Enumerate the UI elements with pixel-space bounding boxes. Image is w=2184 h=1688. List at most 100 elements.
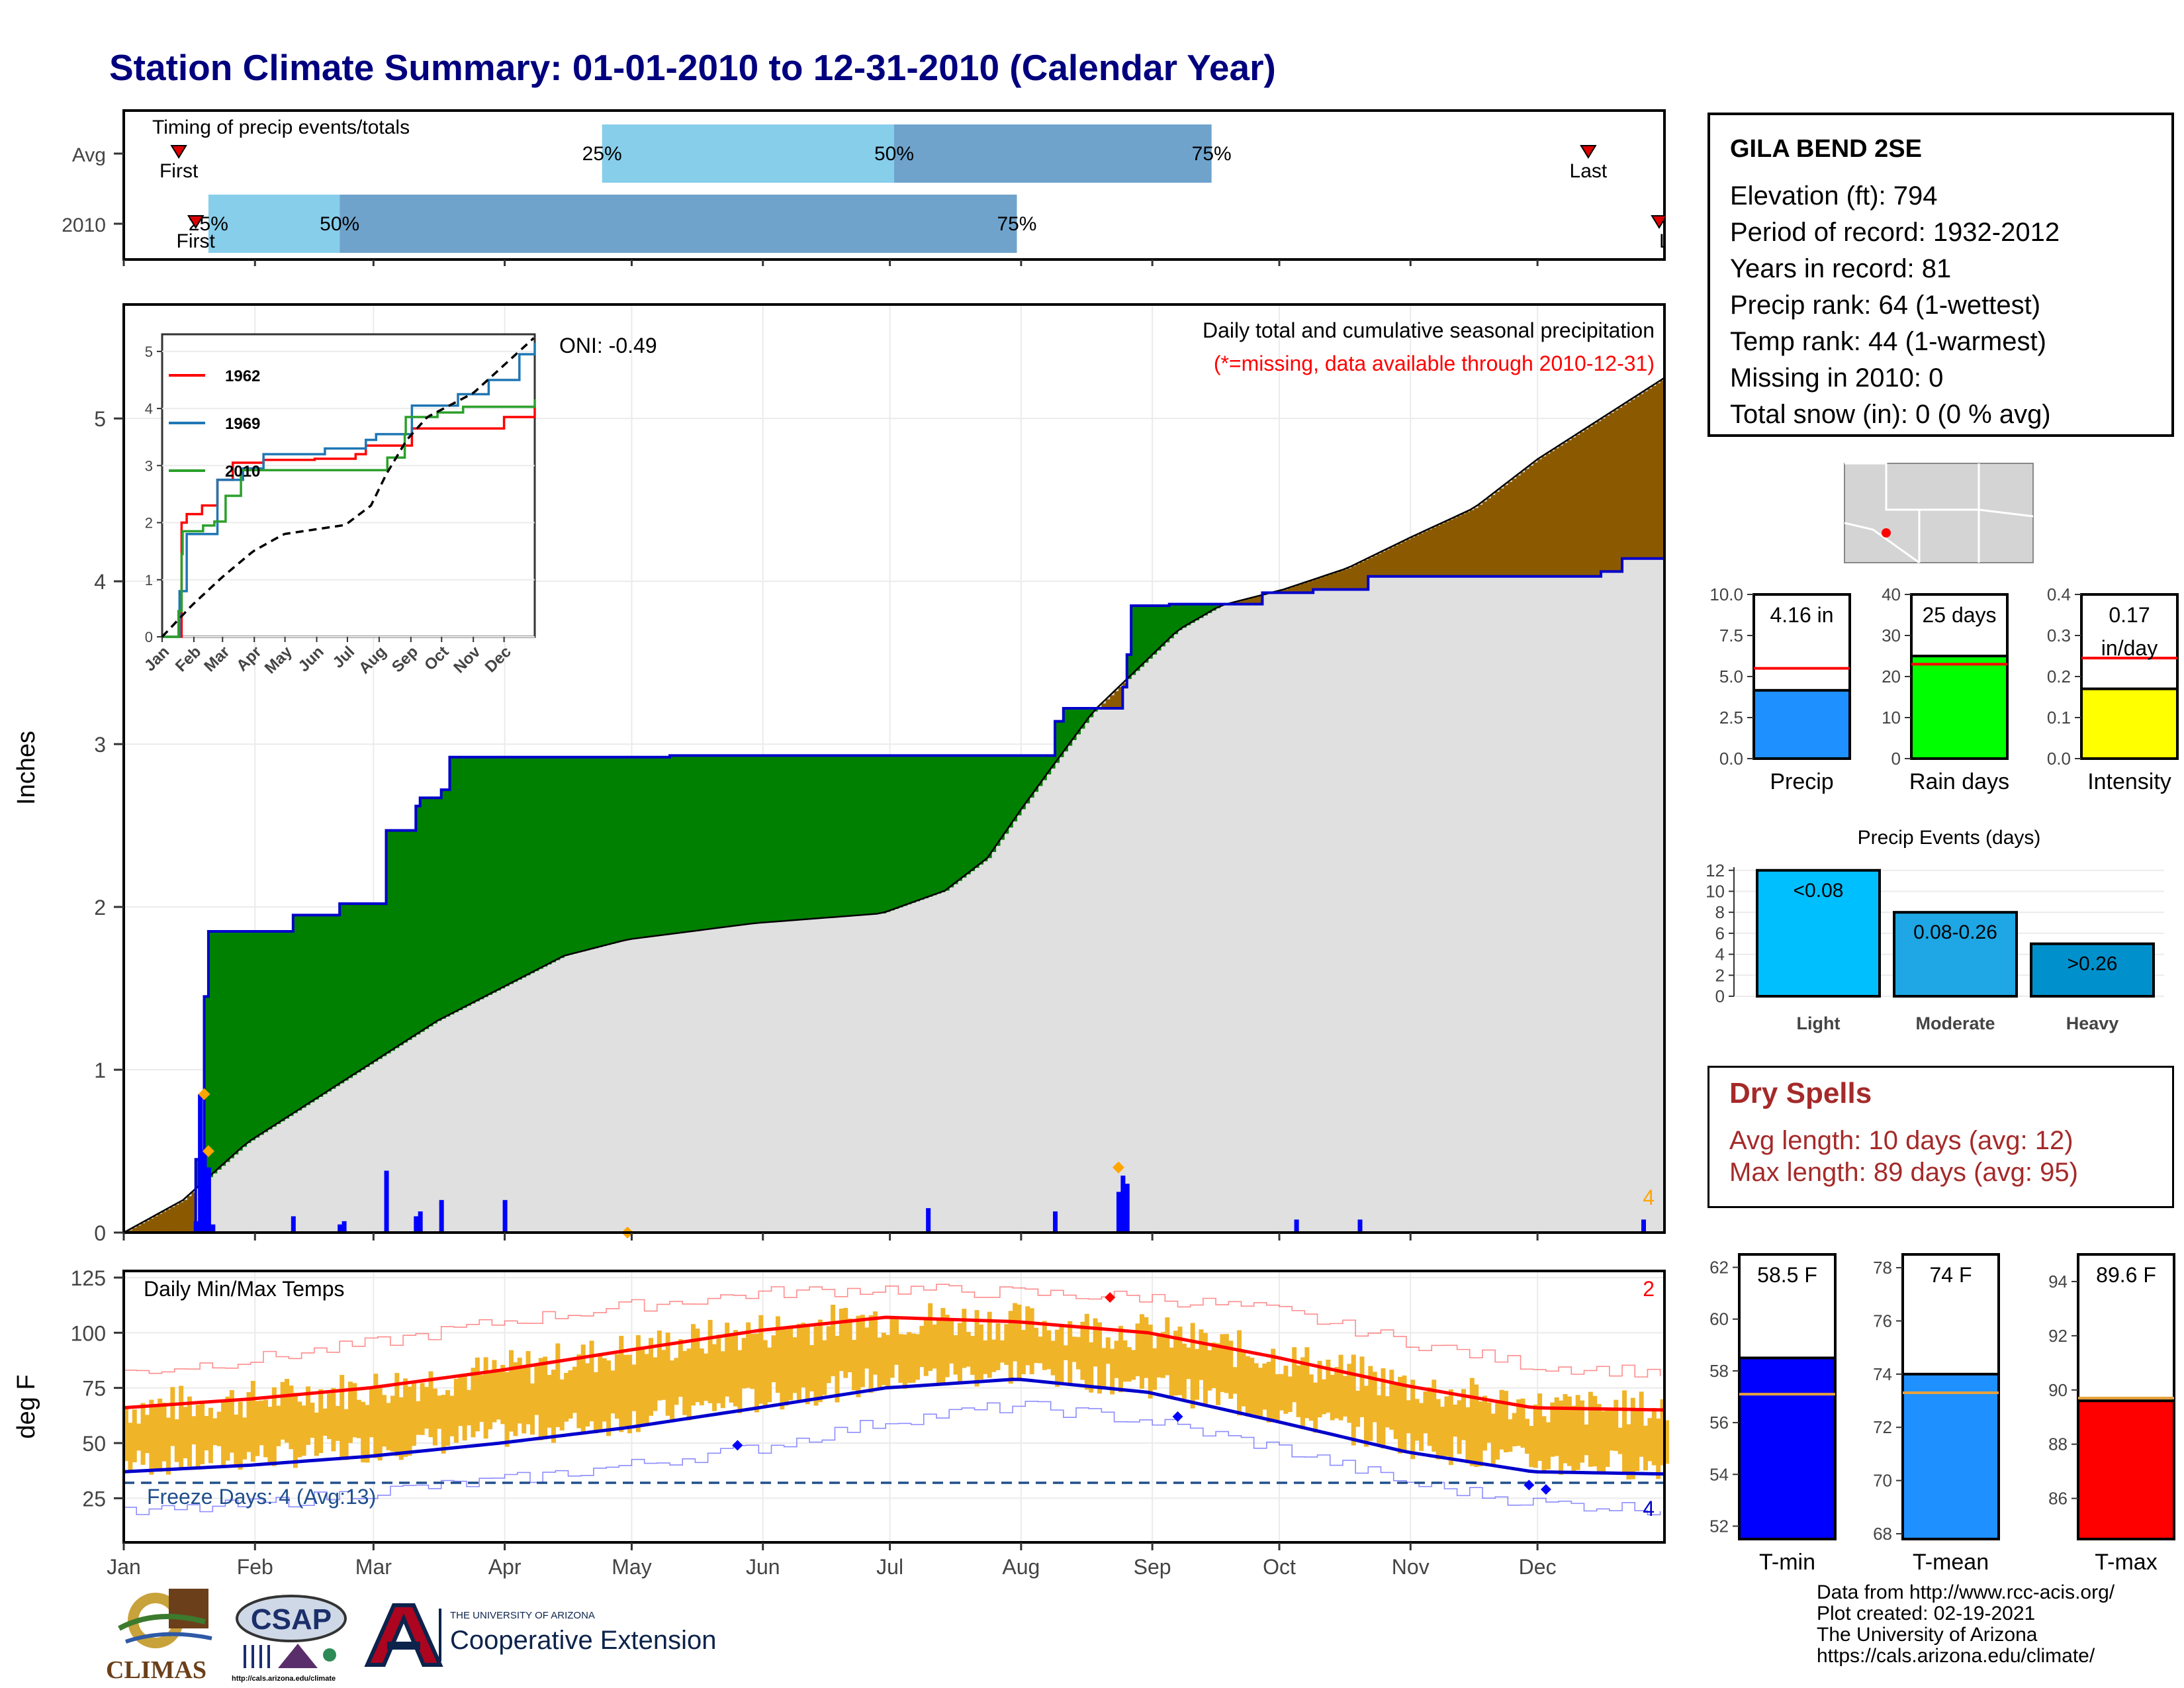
precip-above-avg: [877, 755, 882, 914]
precip-below-avg: [1533, 462, 1538, 577]
precip-above-avg: [267, 931, 273, 1130]
temps-daily-range: [674, 1358, 679, 1405]
precip-above-avg: [707, 755, 713, 929]
temps-daily-range: [1148, 1325, 1153, 1399]
summary-bar-value: 89.6 F: [2096, 1263, 2156, 1287]
precip-above-avg: [725, 755, 730, 927]
precip-above-avg: [1046, 755, 1052, 774]
ua-small-text: THE UNIVERSITY OF ARIZONA: [450, 1610, 595, 1621]
temps-daily-range: [873, 1311, 878, 1375]
month-label: Nov: [1392, 1555, 1430, 1579]
temps-record-marker: [1172, 1411, 1183, 1422]
temps-daily-range: [1338, 1354, 1343, 1421]
precip-above-avg: [293, 915, 298, 1113]
precip-daily-bar: [291, 1216, 296, 1233]
precip-daily-bar: [1124, 1184, 1130, 1233]
precip-above-avg: [555, 757, 561, 961]
precip-daily-bar: [341, 1221, 347, 1233]
precip-above-avg: [711, 755, 717, 929]
events-ytick-label: 12: [1706, 861, 1725, 880]
precip-below-avg: [1499, 488, 1504, 577]
precip-above-avg: [289, 931, 294, 1116]
events-category-label: Light: [1797, 1013, 1841, 1033]
precip-below-avg: [1351, 566, 1356, 590]
dry-spells-max: Max length: 89 days (avg: 95): [1729, 1158, 2078, 1187]
temps-daily-range: [216, 1411, 222, 1446]
precip-missing-note: (*=missing, data available through 2010-…: [1214, 352, 1655, 375]
precip-above-avg: [229, 931, 234, 1158]
temps-daily-range: [492, 1360, 497, 1423]
temps-daily-range: [1414, 1399, 1420, 1441]
temps-daily-range: [1122, 1340, 1128, 1382]
precip-above-avg: [767, 755, 772, 923]
temps-daily-range: [576, 1354, 582, 1429]
temps-daily-range: [1571, 1405, 1576, 1474]
precip-daily-bar: [502, 1199, 508, 1233]
precip-above-avg: [280, 931, 285, 1121]
summary-bar-ytick-label: 0: [1891, 749, 1901, 769]
temps-daily-range: [864, 1327, 870, 1369]
temps-daily-range: [221, 1402, 226, 1466]
temps-daily-range: [1381, 1368, 1386, 1449]
temps-daily-range: [716, 1335, 721, 1403]
timing-bar-25-50: [602, 124, 894, 183]
credit-line: https://cals.arizona.edu/climate/: [1817, 1645, 2095, 1667]
precip-below-avg: [1660, 380, 1665, 559]
precip-below-avg: [1393, 545, 1398, 577]
precip-above-avg: [754, 755, 759, 923]
precip-above-avg: [250, 931, 255, 1141]
temps-daily-range: [420, 1383, 425, 1435]
precip-above-avg: [1148, 606, 1153, 659]
temps-daily-range: [208, 1407, 213, 1464]
temps-daily-range: [326, 1393, 332, 1440]
precip-below-avg: [1101, 703, 1107, 708]
precip-above-avg: [788, 755, 794, 921]
temps-daily-range: [1363, 1385, 1369, 1447]
summary-bar-ytick-label: 5.0: [1719, 667, 1743, 686]
summary-bar: [1738, 1356, 1837, 1540]
precip-above-avg: [1013, 755, 1018, 821]
precip-below-avg: [1643, 391, 1649, 559]
temps-daily-range: [911, 1333, 916, 1383]
temps-daily-range: [923, 1320, 929, 1376]
precip-below-avg: [1482, 501, 1487, 577]
precip-below-avg: [1241, 600, 1246, 604]
precip-above-avg: [343, 904, 349, 1081]
precip-above-avg: [674, 755, 679, 934]
precip-above-avg: [255, 931, 260, 1138]
precip-above-avg: [598, 757, 603, 947]
temps-daily-range: [1377, 1395, 1382, 1445]
temps-daily-range: [843, 1307, 848, 1378]
precip-below-avg: [1503, 485, 1508, 577]
temps-daily-range: [1503, 1391, 1508, 1453]
temps-daily-range: [255, 1401, 260, 1456]
temps-daily-range: [758, 1315, 764, 1404]
temps-daily-range: [983, 1340, 988, 1374]
summary-bar-ytick-label: 0.1: [2047, 708, 2071, 727]
temps-daily-range: [784, 1329, 789, 1406]
precip-daily-bar: [193, 1221, 199, 1233]
events-ytick-label: 8: [1715, 902, 1725, 922]
precip-above-avg: [285, 931, 290, 1119]
temps-daily-range: [602, 1358, 607, 1422]
precip-above-avg: [695, 755, 700, 931]
precip-daily-bar: [1053, 1211, 1058, 1233]
precip-above-avg: [665, 757, 670, 935]
precip-above-avg: [1139, 606, 1144, 667]
temps-daily-range: [1617, 1427, 1623, 1454]
precip-below-avg: [174, 1204, 179, 1233]
summary-bar-value: 74 F: [1929, 1263, 1972, 1287]
temps-daily-range: [771, 1335, 776, 1383]
temps-daily-range: [1152, 1348, 1158, 1390]
precip-below-avg: [1313, 579, 1318, 590]
temps-daily-range: [1372, 1372, 1377, 1423]
precip-above-avg: [966, 755, 971, 874]
temps-daily-range: [614, 1354, 619, 1419]
temps-daily-range: [398, 1397, 404, 1460]
precip-above-avg: [522, 757, 527, 978]
temps-daily-range: [598, 1355, 603, 1430]
temps-daily-range: [1635, 1411, 1640, 1472]
precip-above-avg: [326, 915, 332, 1092]
temps-daily-range: [1110, 1348, 1115, 1395]
